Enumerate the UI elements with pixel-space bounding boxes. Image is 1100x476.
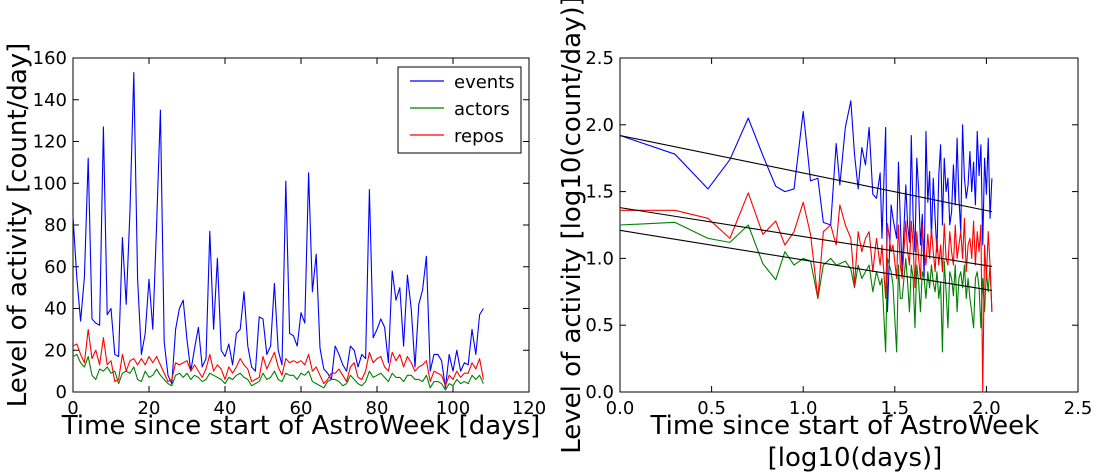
- left-chart-panel: 0 20 40 60 80 100 120 0 20 40 60 80 100 120 140 160 eve…: [3, 43, 546, 441]
- right-y-tick-label: 0.5: [585, 315, 614, 336]
- right-x-tick-label: 0.5: [697, 398, 726, 419]
- right-x-tick-label: 0.0: [606, 398, 635, 419]
- left-x-tick-label: 80: [366, 398, 389, 419]
- legend: events actors repos: [397, 66, 522, 154]
- right-y-tick-label: 2.5: [585, 48, 614, 69]
- left-x-axis-label: Time since start of AstroWeek [days]: [61, 411, 541, 441]
- right-trend-line-4: [619, 207, 992, 267]
- right-y-axis-label: Level of activity [log10(count/day)]: [557, 0, 587, 454]
- left-ticks: 0 20 40 60 80 100 120 0 20 40 60 80 100 120 140 160: [33, 48, 547, 419]
- right-series-line-0: [619, 100, 993, 313]
- right-x-tick-label: 1.5: [880, 398, 909, 419]
- left-y-axis-label: Level of activity [count/day]: [3, 43, 33, 408]
- right-ticks: 0.0 0.5 1.0 1.5 2.0 2.5 0.0 0.5 1.0 1.5 2.0 2.5: [585, 48, 1092, 419]
- left-repos-line-2: [72, 328, 484, 387]
- legend-label-repos: repos: [454, 126, 504, 147]
- left-y-tick-label: 60: [44, 257, 67, 278]
- right-x-tick-label: 2.0: [972, 398, 1001, 419]
- right-y-tick-label: 1.5: [585, 182, 614, 203]
- right-x-tick-label: 1.0: [789, 398, 818, 419]
- right-series-line-1: [619, 221, 993, 353]
- left-y-tick-label: 20: [44, 340, 67, 361]
- left-series-lines: [72, 72, 484, 391]
- left-y-tick-label: 120: [33, 132, 67, 153]
- left-x-tick-label: 100: [436, 398, 470, 419]
- right-trend-line-5: [619, 229, 992, 292]
- left-actors-line-1: [72, 353, 484, 391]
- left-x-tick-label: 60: [290, 398, 313, 419]
- right-x-axis-label: Time since start of AstroWeek [log10(day…: [650, 411, 1048, 473]
- left-x-tick-label: 0: [67, 398, 78, 419]
- right-series-lines: [619, 100, 993, 393]
- left-y-tick-label: 140: [33, 90, 67, 111]
- left-x-tick-label: 40: [214, 398, 237, 419]
- right-x-tick-label: 2.5: [1064, 398, 1093, 419]
- right-x-axis-label-line2: [log10(days)]: [768, 443, 943, 473]
- left-y-tick-label: 80: [44, 215, 67, 236]
- legend-label-actors: actors: [454, 99, 510, 120]
- left-y-tick-label: 100: [33, 173, 67, 194]
- right-y-tick-label: 2.0: [585, 115, 614, 136]
- right-y-tick-label: 0.0: [585, 382, 614, 403]
- right-y-tick-label: 1.0: [585, 248, 614, 269]
- left-y-tick-label: 160: [33, 48, 67, 69]
- right-x-axis-label-line1: Time since start of AstroWeek: [650, 411, 1040, 441]
- left-x-tick-label: 20: [138, 398, 161, 419]
- left-x-tick-label: 120: [512, 398, 546, 419]
- left-events-line-0: [72, 72, 484, 389]
- left-y-tick-label: 40: [44, 299, 67, 320]
- right-trend-line-3: [619, 134, 993, 213]
- right-chart-panel: 0.0 0.5 1.0 1.5 2.0 2.5 0.0 0.5 1.0 1.5 2.0 2.5 Tim…: [557, 0, 1092, 473]
- left-y-tick-label: 0: [56, 382, 67, 403]
- legend-label-events: events: [454, 72, 515, 93]
